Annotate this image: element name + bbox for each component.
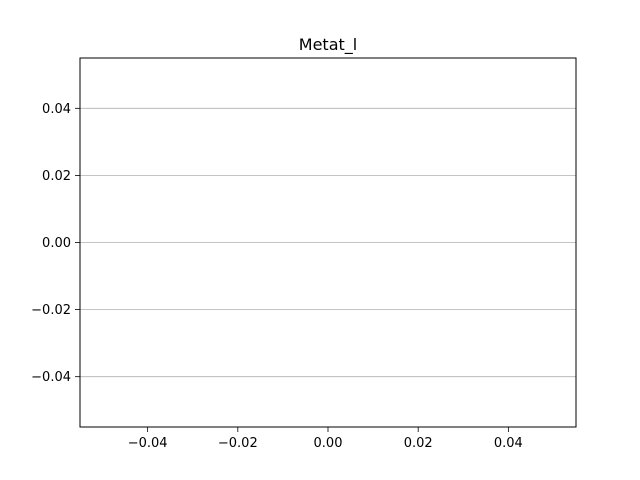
y-tick-label: −0.02 (31, 303, 71, 318)
y-axis-ticks: −0.04 −0.02 0.00 0.02 0.04 (31, 102, 80, 385)
plot-area-frame (79, 57, 577, 428)
y-tick-label: 0.04 (42, 102, 71, 117)
grid-layer (80, 107, 576, 378)
y-tick-label: 0.02 (42, 169, 71, 184)
x-tick-label: 0.04 (494, 436, 523, 451)
y-tick-label: −0.04 (31, 370, 71, 385)
x-tick-label: 0.00 (314, 436, 343, 451)
x-tick-label: 0.02 (404, 436, 433, 451)
x-axis-ticks: −0.04 −0.02 0.00 0.02 0.04 (128, 427, 523, 451)
x-tick-label: −0.02 (218, 436, 258, 451)
chart-title: Metat_l (299, 35, 357, 55)
y-tick-label: 0.00 (42, 236, 71, 251)
x-tick-label: −0.04 (128, 436, 168, 451)
